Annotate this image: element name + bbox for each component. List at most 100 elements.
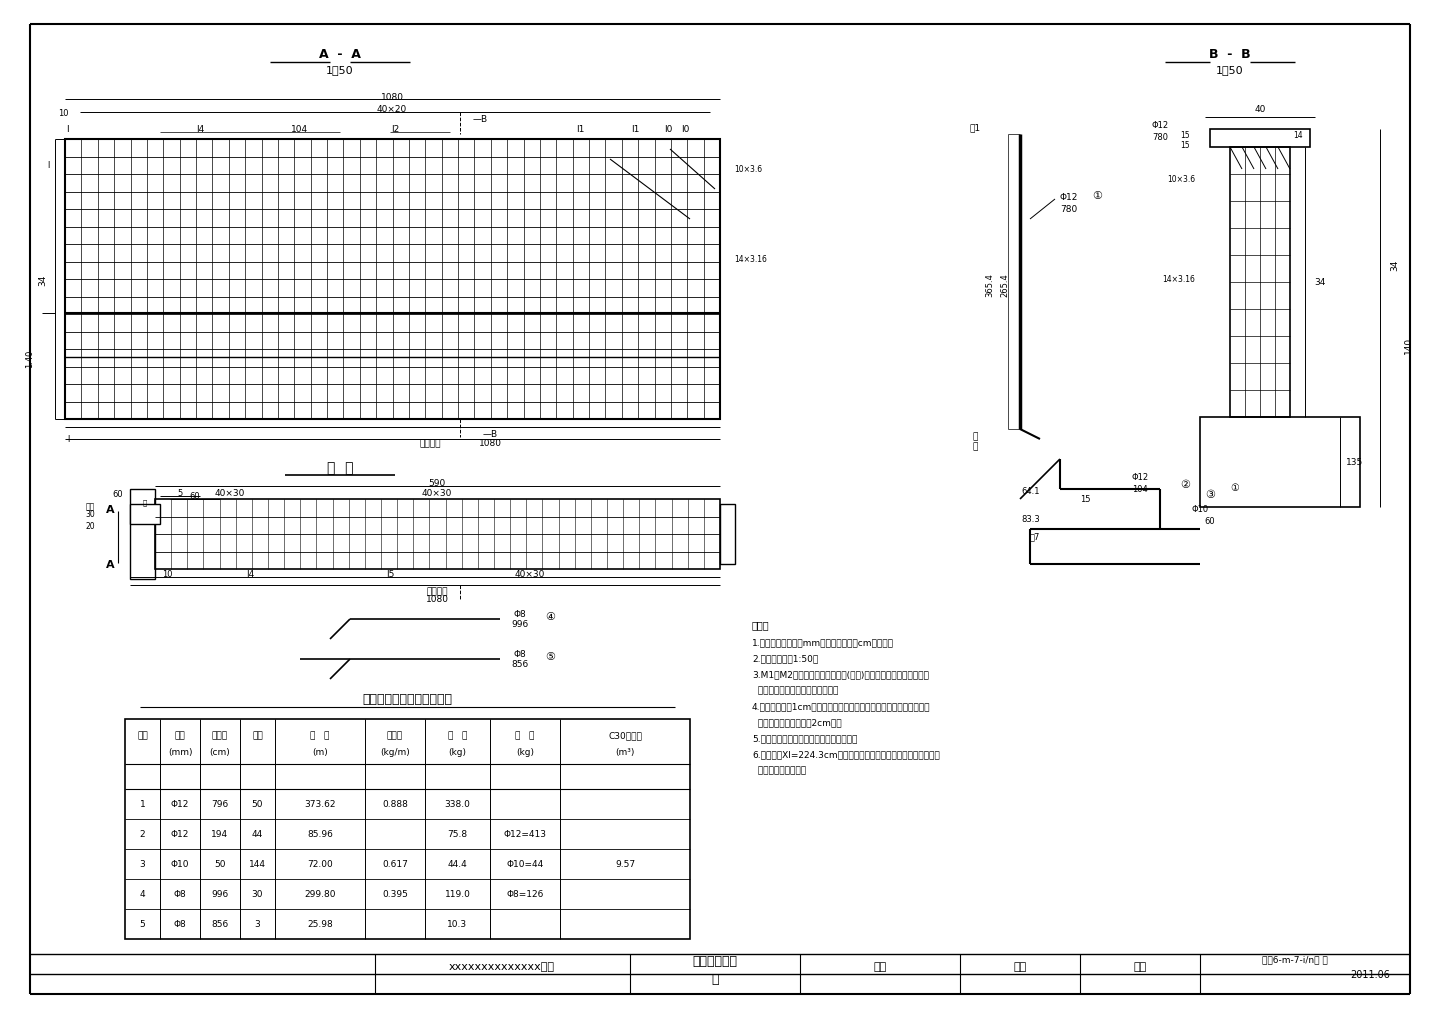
Text: 2.本图比例尺为1:50。: 2.本图比例尺为1:50。	[752, 653, 818, 662]
Text: 15: 15	[1181, 130, 1189, 140]
Text: 40×20: 40×20	[377, 105, 408, 114]
Text: (kg): (kg)	[448, 747, 467, 756]
Text: 365.4: 365.4	[985, 273, 995, 297]
Text: 780: 780	[1060, 205, 1077, 214]
Text: 9.57: 9.57	[615, 860, 635, 868]
Text: 373.62: 373.62	[304, 800, 336, 809]
Text: Φ8: Φ8	[514, 650, 527, 659]
Text: Φ10=44: Φ10=44	[507, 860, 544, 868]
Text: 40×30: 40×30	[422, 489, 452, 498]
Text: 6.图平数量XI=224.3cm时计算所得，各筋应量器实际背墙高度及两: 6.图平数量XI=224.3cm时计算所得，各筋应量器实际背墙高度及两	[752, 749, 940, 758]
Text: 72.00: 72.00	[307, 860, 333, 868]
Text: (mm): (mm)	[167, 747, 193, 756]
Text: 10: 10	[161, 570, 173, 579]
Text: Φ8: Φ8	[174, 890, 186, 899]
Text: 1080: 1080	[478, 439, 501, 448]
Text: 复核: 复核	[1014, 961, 1027, 971]
Text: 单位重: 单位重	[387, 731, 403, 740]
Text: (cm): (cm)	[210, 747, 230, 756]
Text: 5: 5	[140, 919, 145, 928]
Text: 60: 60	[190, 492, 200, 501]
Text: 144: 144	[249, 860, 266, 868]
Text: 44: 44	[252, 829, 264, 839]
Text: 44.4: 44.4	[448, 860, 468, 868]
Text: l1: l1	[631, 125, 639, 135]
Text: A  -  A: A - A	[320, 49, 361, 61]
Text: 寸量面侧铃钢筋变可作适当调整。: 寸量面侧铃钢筋变可作适当调整。	[752, 686, 838, 694]
Text: 3: 3	[140, 860, 145, 868]
Text: 4.管道上管设置1cm的磁碰，其体设置详见（桥台一般构造图），且斯: 4.管道上管设置1cm的磁碰，其体设置详见（桥台一般构造图），且斯	[752, 701, 930, 710]
Text: 1.40: 1.40	[26, 348, 35, 367]
Text: 总   长: 总 长	[310, 731, 330, 740]
Text: 20: 20	[85, 522, 95, 531]
Text: 1080: 1080	[425, 595, 448, 604]
Bar	[125, 719, 690, 940]
Text: (m): (m)	[312, 747, 328, 756]
Text: 罗1: 罗1	[969, 123, 981, 132]
Text: l5: l5	[386, 570, 395, 579]
Text: 背墙钢筋明细及工程数量表: 背墙钢筋明细及工程数量表	[363, 693, 452, 706]
Text: 10×3.6: 10×3.6	[1166, 175, 1195, 184]
Text: Φ8: Φ8	[514, 610, 527, 619]
Text: 50: 50	[252, 800, 264, 809]
Text: 10.3: 10.3	[448, 919, 468, 928]
Text: 罗: 罗	[972, 432, 978, 441]
Text: 265.4: 265.4	[1001, 273, 1009, 297]
Text: ④: ④	[544, 611, 554, 622]
Text: ②: ②	[1179, 480, 1189, 489]
Text: 罗7: 罗7	[1030, 532, 1040, 541]
Text: l: l	[66, 125, 68, 135]
Text: 796: 796	[212, 800, 229, 809]
Text: 总   重: 总 重	[516, 731, 534, 740]
Text: (m³): (m³)	[615, 747, 635, 756]
Text: 40×30: 40×30	[516, 570, 546, 579]
Text: —B: —B	[482, 430, 498, 439]
Text: 15: 15	[1080, 495, 1090, 504]
Text: 10: 10	[58, 108, 68, 117]
Text: 140: 140	[1404, 336, 1413, 354]
Text: 0.617: 0.617	[382, 860, 408, 868]
Text: 5.浇筑管墙时，应按深伸缩缝所管之离件。: 5.浇筑管墙时，应按深伸缩缝所管之离件。	[752, 734, 857, 742]
Text: 坡比: 坡比	[85, 502, 95, 511]
Text: l1: l1	[576, 125, 585, 135]
Text: 监理: 监理	[1133, 961, 1146, 971]
Text: 30: 30	[85, 510, 95, 519]
Text: Φ12: Φ12	[1152, 120, 1169, 129]
Text: 25.98: 25.98	[307, 919, 333, 928]
Text: l0: l0	[681, 125, 690, 135]
Text: 64.1: 64.1	[1021, 487, 1040, 496]
Text: 338.0: 338.0	[445, 800, 471, 809]
Text: ①: ①	[1231, 483, 1240, 492]
Text: Φ8: Φ8	[174, 919, 186, 928]
Text: 856: 856	[511, 660, 528, 668]
Text: ①: ①	[1092, 191, 1102, 201]
Text: 岸纵款作适当调整。: 岸纵款作适当调整。	[752, 765, 806, 774]
Text: 104: 104	[1132, 485, 1148, 494]
Text: 罗: 罗	[972, 442, 978, 451]
Text: 780: 780	[1152, 133, 1168, 143]
Text: 14×3.16: 14×3.16	[1162, 275, 1195, 284]
Text: 2: 2	[140, 829, 145, 839]
Text: l: l	[66, 435, 69, 444]
Text: 蜗: 蜗	[143, 499, 147, 505]
Text: 说明：: 说明：	[752, 620, 769, 630]
Text: 30: 30	[252, 890, 264, 899]
Text: 2011.06: 2011.06	[1351, 969, 1390, 979]
Bar	[720, 504, 734, 565]
Text: 编号: 编号	[137, 731, 148, 740]
Bar	[1200, 418, 1359, 507]
Text: —B: —B	[472, 115, 488, 124]
Text: 40×30: 40×30	[215, 489, 245, 498]
Text: 路中心线: 路中心线	[419, 439, 441, 448]
Text: Φ10: Φ10	[171, 860, 189, 868]
Text: (kg): (kg)	[516, 747, 534, 756]
Bar	[130, 489, 156, 580]
Text: l2: l2	[390, 125, 399, 135]
Text: A: A	[107, 559, 115, 570]
Text: 0.888: 0.888	[382, 800, 408, 809]
Text: 14×3.16: 14×3.16	[734, 255, 768, 264]
Text: 4: 4	[140, 890, 145, 899]
Text: 10×3.6: 10×3.6	[734, 165, 762, 174]
Bar	[130, 504, 160, 525]
Text: l: l	[48, 160, 49, 169]
